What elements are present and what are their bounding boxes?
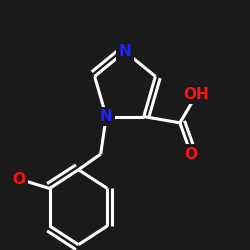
Text: N: N <box>119 44 132 59</box>
Text: O: O <box>12 172 26 186</box>
Text: N: N <box>100 109 112 124</box>
Text: OH: OH <box>184 87 210 102</box>
Text: O: O <box>184 146 198 162</box>
